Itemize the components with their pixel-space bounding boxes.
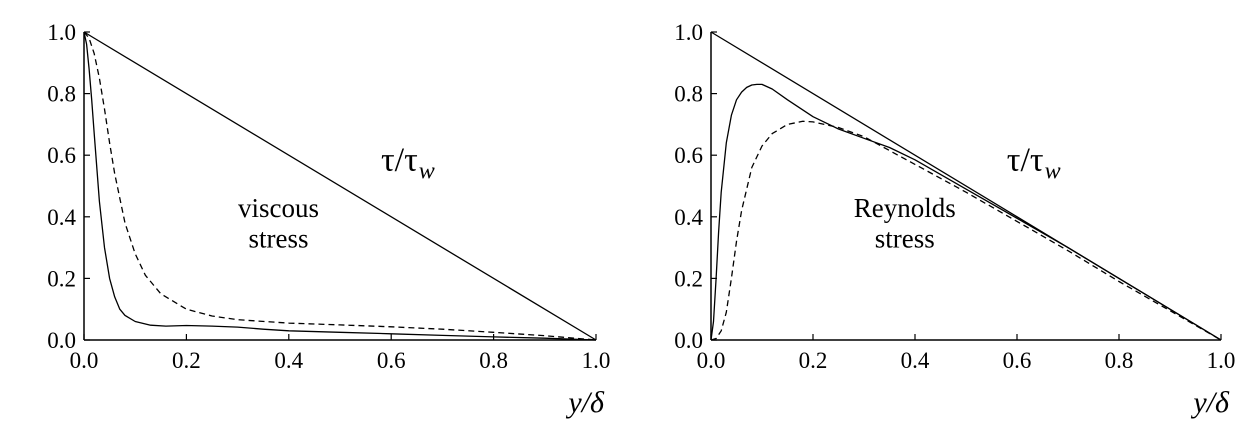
x-tick-label: 1.0 (1207, 348, 1236, 373)
x-tick-label: 0.6 (1003, 348, 1032, 373)
x-axis-label: y/δ (1190, 386, 1230, 419)
y-tick-label: 0.0 (47, 328, 76, 353)
y-tick-label: 0.4 (674, 205, 703, 230)
annotation-label: Reynolds (854, 193, 956, 223)
y-tick-label: 1.0 (47, 20, 76, 45)
x-tick-label: 0.8 (479, 348, 508, 373)
annotation-label: stress (249, 224, 309, 254)
reynolds-stress-chart: 0.0 0.2 0.4 0.6 0.8 1.0 0.0 0.2 0.4 0.6 0.8 1.0 Reyn… (674, 20, 1235, 419)
y-tick-label: 0.2 (674, 266, 703, 291)
x-tick-label: 0.4 (901, 348, 930, 373)
x-tick-label: 0.4 (274, 348, 303, 373)
y-tick-label: 0.2 (47, 266, 76, 291)
solid-series-line (710, 83, 1222, 341)
x-tick-label: 0.8 (1105, 348, 1134, 373)
y-tick-label: 0.0 (674, 328, 703, 353)
annotation-label: stress (875, 224, 935, 254)
viscous-stress-chart: 0.0 0.2 0.4 0.6 0.8 1.0 0.0 0.2 0.4 0.6 0.8 1.0 visc… (47, 20, 610, 419)
x-tick-label: 0.0 (70, 348, 99, 373)
y-tick-label: 1.0 (674, 20, 703, 45)
x-tick-label: 0.2 (799, 348, 828, 373)
x-axis-label: y/δ (565, 386, 605, 419)
dashed-series-line (710, 120, 1222, 341)
total-stress-subscript: w (1045, 159, 1061, 185)
y-tick-label: 0.8 (674, 82, 703, 107)
x-tick-label: 0.0 (697, 348, 726, 373)
y-tick-label: 0.4 (47, 205, 76, 230)
solid-series-line (83, 31, 597, 341)
total-stress-subscript: w (419, 159, 435, 185)
solid-series-line (83, 31, 597, 341)
x-tick-label: 0.6 (377, 348, 406, 373)
y-tick-label: 0.8 (47, 82, 76, 107)
x-tick-label: 1.0 (582, 348, 611, 373)
total-stress-label: τ/τ (1007, 142, 1044, 179)
annotation-label: viscous (238, 193, 319, 223)
x-tick-label: 0.2 (172, 348, 201, 373)
total-stress-label: τ/τ (381, 142, 418, 179)
y-tick-label: 0.6 (47, 143, 76, 168)
y-tick-label: 0.6 (674, 143, 703, 168)
